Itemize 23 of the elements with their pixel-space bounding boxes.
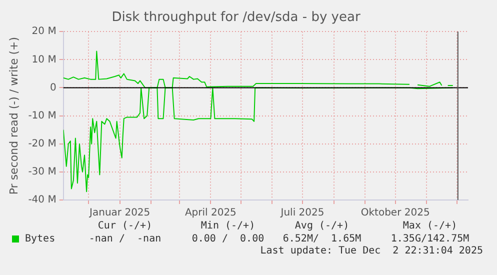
y-tick-label: -30 M <box>28 166 56 178</box>
chart-title: Disk throughput for /dev/sda - by year <box>112 10 361 26</box>
text: Last update: Tue Dec 2 22:31:04 2025 <box>260 246 483 256</box>
text: Min (-/+) <box>200 220 256 232</box>
y-tick-label: -20 M <box>28 138 56 150</box>
text: Cur (-/+) <box>98 220 152 232</box>
x-tick-label: Oktober 2025 <box>360 208 430 219</box>
y-tick-label: 0 <box>50 82 56 94</box>
y-axis-title: Pr second read (-) / write (+) <box>7 36 20 195</box>
x-tick-label: Januar 2025 <box>88 208 150 219</box>
y-tick-label: 10 M <box>32 54 56 66</box>
legend-label: Bytes <box>25 234 56 244</box>
y-tick-label: -10 M <box>28 110 56 122</box>
text: Max (-/+) <box>402 220 458 232</box>
text: 1.35G/142.75M <box>390 234 470 244</box>
y-tick-label: 20 M <box>32 26 56 38</box>
text: Avg (-/+) <box>294 220 350 232</box>
x-tick-label: Juli 2025 <box>280 208 324 219</box>
y-tick-label: -40 M <box>28 194 56 206</box>
text: 0.00 / 0.00 <box>192 234 264 244</box>
x-tick-label: April 2025 <box>184 208 236 219</box>
text: -nan / -nan <box>88 234 162 244</box>
text: 6.52M/ 1.65M <box>282 234 362 244</box>
